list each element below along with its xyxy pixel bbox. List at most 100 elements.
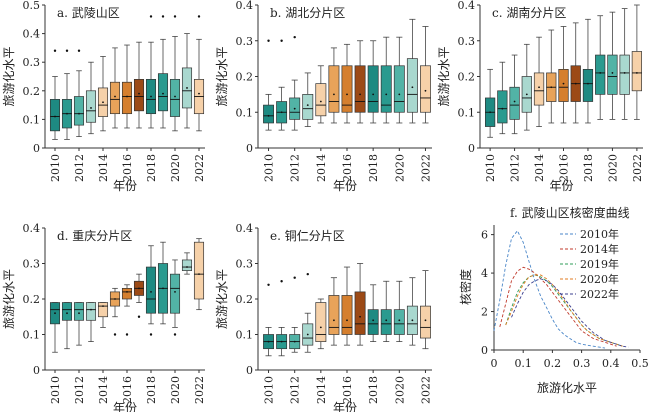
box-2016 [558, 26, 569, 124]
box-iqr [533, 72, 545, 106]
x-tick-label: 2014 [97, 154, 110, 182]
panel-title: e. 铜仁分片区 [270, 228, 345, 243]
panel-title: b. 湖北分片区 [270, 5, 345, 20]
box-iqr [97, 302, 109, 318]
mean-marker [78, 312, 80, 315]
x-tick-label: 2010 [49, 154, 62, 182]
mean-marker [306, 333, 309, 336]
y-tick-label: 0.4 [23, 28, 41, 41]
x-tick-label: 2018 [145, 154, 158, 182]
box-2014 [315, 298, 327, 350]
box-iqr [85, 302, 97, 321]
box-2018 [367, 284, 379, 343]
mean-marker [424, 89, 427, 92]
x-tick-label: 2010 [484, 154, 497, 182]
box-2017 [354, 263, 366, 346]
x-tick-label: 2018 [145, 376, 158, 404]
mean-marker [398, 319, 401, 322]
box-2019 [380, 280, 392, 343]
outlier-point [280, 39, 283, 42]
box-2013 [302, 272, 314, 353]
x-tick-label: 2014 [533, 154, 546, 182]
outlier-point [77, 49, 81, 52]
box-2020 [607, 11, 618, 120]
x-tick-label: 2014 [315, 154, 328, 182]
density-curve-4 [511, 278, 629, 348]
box-iqr [380, 65, 392, 113]
box-iqr [509, 86, 520, 120]
box-2012 [73, 302, 85, 346]
box-2012 [289, 35, 301, 131]
x-tick-label: 2012 [73, 154, 86, 182]
y-tick-label: 0.3 [23, 258, 41, 271]
mean-marker [501, 107, 504, 110]
box-iqr [302, 94, 314, 120]
outlier-point [267, 39, 270, 42]
mean-marker [162, 287, 164, 290]
x-axis-label: 年份 [333, 179, 357, 193]
box-2011 [61, 49, 73, 140]
box-iqr [169, 79, 181, 117]
y-tick-label: 0.4 [23, 222, 41, 235]
box-2013 [521, 43, 532, 131]
y-tick-label: 0 [33, 142, 40, 155]
y-tick-label: 0.4 [458, 0, 476, 12]
x-tick-label: 0.1 [514, 357, 532, 370]
box-iqr [169, 273, 181, 314]
outlier-point [149, 333, 153, 336]
mean-marker [198, 273, 200, 276]
mean-marker [66, 112, 68, 115]
box-2013 [302, 72, 314, 127]
box-2020 [169, 259, 181, 336]
x-axis-label: 年份 [113, 401, 137, 412]
y-tick-label: 4 [481, 267, 488, 280]
box-iqr [121, 288, 133, 300]
mean-marker [359, 315, 361, 318]
box-2010 [263, 283, 274, 357]
y-tick-label: 0 [246, 142, 253, 155]
mean-marker [150, 291, 152, 293]
mean-marker [513, 100, 516, 103]
outlier-point [293, 35, 296, 39]
box-2019 [380, 36, 392, 124]
box-2022 [631, 4, 643, 120]
mean-marker [102, 305, 104, 307]
x-tick-label: 2018 [367, 154, 380, 182]
box-2013 [85, 61, 97, 135]
x-tick-label: 2016 [341, 154, 354, 182]
y-tick-label: 0.1 [23, 113, 41, 126]
box-2021 [181, 252, 193, 275]
mean-marker [306, 104, 309, 106]
box-panel-e: 0 0.1 0.2 0.3 0.4 2010 2012 2014 2016 2018 2020 202… [215, 222, 432, 412]
panel-title: f. 武陵山区核密度曲线 [510, 205, 630, 220]
y-axis-label: 旅游化水平 [2, 46, 16, 106]
box-iqr [193, 241, 205, 300]
mean-marker [126, 95, 128, 98]
mean-marker [587, 82, 589, 85]
mean-marker [550, 86, 553, 89]
y-tick-label: 6 [481, 229, 488, 242]
box-2021 [406, 277, 418, 346]
box-2022 [420, 270, 431, 350]
x-tick-label: 2020 [169, 376, 182, 404]
mean-marker [66, 312, 68, 315]
box-2015 [328, 277, 340, 346]
y-axis-label: 旅游化水平 [215, 269, 229, 329]
box-2018 [145, 15, 157, 129]
box-2011 [276, 280, 288, 357]
box-2021 [619, 8, 630, 120]
box-2015 [546, 29, 557, 124]
panel-title: a. 武陵山区 [57, 6, 120, 20]
box-2016 [341, 266, 353, 346]
box-2014 [97, 302, 109, 328]
legend-label-1: 2014年 [580, 242, 619, 256]
x-tick-label: 2012 [73, 376, 86, 404]
box-iqr [420, 305, 431, 339]
mean-marker [525, 93, 528, 96]
box-2011 [276, 39, 288, 131]
mean-marker [411, 319, 414, 322]
x-tick-label: 2022 [631, 154, 644, 182]
box-iqr [49, 99, 61, 132]
y-tick-label: 0.3 [236, 258, 254, 271]
box-iqr [595, 54, 606, 95]
